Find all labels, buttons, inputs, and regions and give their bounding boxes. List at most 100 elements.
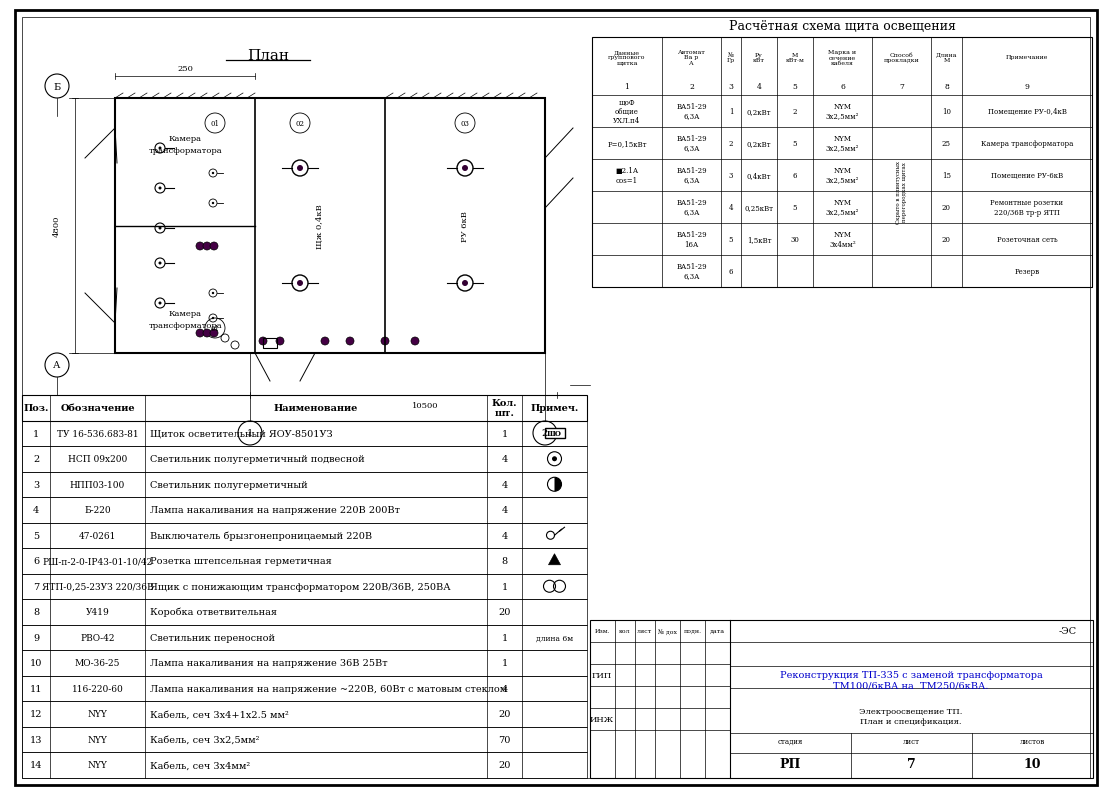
Text: 7: 7 <box>33 582 39 591</box>
Text: 3: 3 <box>728 83 734 91</box>
Text: МО-36-25: МО-36-25 <box>74 658 120 667</box>
Bar <box>22 599 587 625</box>
Text: Примеч.: Примеч. <box>531 404 578 413</box>
Text: Ящик с понижающим трансформатором 220В/36В, 250ВА: Ящик с понижающим трансформатором 220В/3… <box>150 582 451 591</box>
Text: 1: 1 <box>729 108 734 116</box>
Circle shape <box>321 337 329 345</box>
Text: 7: 7 <box>907 757 916 771</box>
Text: 11: 11 <box>30 684 42 693</box>
Text: ШО: ШО <box>547 430 562 438</box>
Circle shape <box>159 187 161 190</box>
Bar <box>22 727 587 752</box>
Text: РУ 6кВ: РУ 6кВ <box>461 211 470 243</box>
Text: 7: 7 <box>899 83 904 91</box>
Circle shape <box>212 202 214 205</box>
Circle shape <box>212 317 214 320</box>
Text: НСП 09х200: НСП 09х200 <box>68 454 128 463</box>
Text: щоФ
общие
УХЛ.п4: щоФ общие УХЛ.п4 <box>614 99 640 125</box>
Text: NYM
3х2,5мм²: NYM 3х2,5мм² <box>826 135 859 153</box>
Text: 1: 1 <box>625 83 629 91</box>
Text: лист: лист <box>637 629 653 634</box>
Text: Розетка штепсельная герметичная: Розетка штепсельная герметичная <box>150 556 332 565</box>
Text: РП: РП <box>780 757 801 771</box>
Text: 9: 9 <box>1025 83 1029 91</box>
Circle shape <box>159 302 161 305</box>
Text: 9: 9 <box>33 633 39 642</box>
Text: Кол.
шт.: Кол. шт. <box>492 398 517 418</box>
Text: ■2.1А
cos=1: ■2.1А cos=1 <box>615 167 638 185</box>
Circle shape <box>259 337 268 345</box>
Text: Светильник полугерметичный подвесной: Светильник полугерметичный подвесной <box>150 454 364 463</box>
Text: NYM
3х4мм²: NYM 3х4мм² <box>829 231 856 248</box>
Text: Светильник полугерметичный: Светильник полугерметичный <box>150 480 307 489</box>
Circle shape <box>159 262 161 265</box>
Bar <box>22 650 587 675</box>
Circle shape <box>159 227 161 230</box>
Text: 4: 4 <box>502 684 507 693</box>
Text: ВА51-29
6,3А: ВА51-29 6,3А <box>676 167 707 185</box>
Text: Камера трансформатора: Камера трансформатора <box>981 140 1073 148</box>
Text: 03: 03 <box>461 120 470 128</box>
Text: 1: 1 <box>246 429 253 438</box>
Text: 8: 8 <box>33 608 39 617</box>
Circle shape <box>203 243 211 251</box>
Bar <box>263 339 278 349</box>
Text: Щиток осветительный ЯОУ-8501УЗ: Щиток осветительный ЯОУ-8501УЗ <box>150 430 333 438</box>
Text: ВА51-29
6,3А: ВА51-29 6,3А <box>676 104 707 120</box>
Text: РШ-п-2-0-IP43-01-10/42: РШ-п-2-0-IP43-01-10/42 <box>42 556 153 565</box>
Text: 25: 25 <box>942 140 951 148</box>
Text: 20: 20 <box>498 760 511 769</box>
Text: кол: кол <box>619 629 630 634</box>
Text: 14: 14 <box>30 760 42 769</box>
Text: 4800: 4800 <box>53 215 61 237</box>
Text: 4: 4 <box>502 531 507 540</box>
Text: Длина
М: Длина М <box>936 52 957 63</box>
Polygon shape <box>548 554 561 565</box>
Text: Камера: Камера <box>169 135 202 143</box>
Text: 8: 8 <box>945 83 949 91</box>
Text: 4: 4 <box>502 506 507 515</box>
Text: 3: 3 <box>729 172 734 180</box>
Text: 5: 5 <box>793 83 797 91</box>
Text: 30: 30 <box>790 236 799 243</box>
Text: ВА51-29
6,3А: ВА51-29 6,3А <box>676 263 707 280</box>
Text: Резерв: Резерв <box>1015 267 1040 275</box>
Text: Лампа накаливания на напряжение 220В 200Вт: Лампа накаливания на напряжение 220В 200… <box>150 506 400 515</box>
Text: 13: 13 <box>30 735 42 744</box>
Bar <box>22 701 587 727</box>
Text: 2: 2 <box>542 429 548 438</box>
Text: 15: 15 <box>942 172 951 180</box>
Text: 20: 20 <box>942 236 951 243</box>
Text: НПП03-100: НПП03-100 <box>70 480 125 489</box>
Circle shape <box>411 337 418 345</box>
Bar <box>22 675 587 701</box>
Text: ТУ 16-536.683-81: ТУ 16-536.683-81 <box>57 430 139 438</box>
Text: 1: 1 <box>502 658 507 667</box>
Text: трансформатора: трансформатора <box>149 321 222 329</box>
Circle shape <box>212 173 214 175</box>
Circle shape <box>297 165 303 172</box>
Bar <box>591 620 1093 778</box>
Text: Лампа накаливания на напряжение 36В 25Вт: Лампа накаливания на напряжение 36В 25Вт <box>150 658 387 667</box>
Text: лист: лист <box>904 737 920 745</box>
Text: Обозначение: Обозначение <box>60 404 134 413</box>
Text: 3: 3 <box>33 480 39 489</box>
Text: 4: 4 <box>729 204 734 212</box>
Text: Выключатель брызгонепроницаемый 220В: Выключатель брызгонепроницаемый 220В <box>150 531 372 540</box>
Text: 1: 1 <box>502 633 507 642</box>
Bar <box>22 574 587 599</box>
Text: ЯТП-0,25-23УЗ 220/36В: ЯТП-0,25-23УЗ 220/36В <box>42 582 153 591</box>
Text: 10: 10 <box>30 658 42 667</box>
Bar <box>22 548 587 574</box>
Text: Лампа накаливания на напряжение ~220В, 60Вт с матовым стеклом: Лампа накаливания на напряжение ~220В, 6… <box>150 684 507 693</box>
Text: 6: 6 <box>33 556 39 565</box>
Text: Способ
прокладки: Способ прокладки <box>884 52 919 63</box>
Text: Щж 0,4кВ: Щж 0,4кВ <box>316 205 324 249</box>
Circle shape <box>196 243 204 251</box>
Text: Кабель, сеч 3х2,5мм²: Кабель, сеч 3х2,5мм² <box>150 735 260 744</box>
Text: 12: 12 <box>30 709 42 719</box>
Text: А: А <box>53 361 61 370</box>
Text: 02: 02 <box>295 120 304 128</box>
Text: М
кВт·м: М кВт·м <box>786 52 805 63</box>
Bar <box>22 446 587 472</box>
